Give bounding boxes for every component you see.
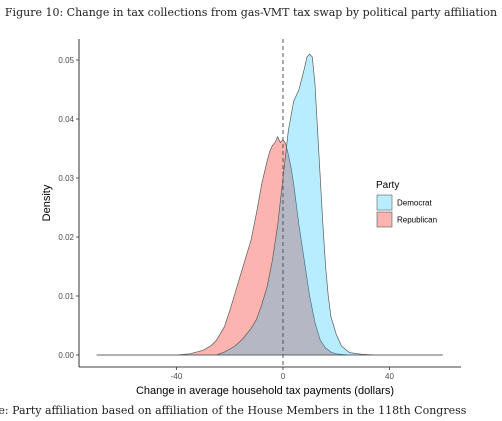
y-tick-label: 0.04 — [58, 115, 74, 124]
y-axis-title: Density — [41, 184, 53, 221]
figure-note: te: Party affiliation based on affiliati… — [0, 404, 467, 417]
series-layer — [96, 53, 443, 356]
legend: Party Democrat Republican — [376, 180, 437, 228]
legend-swatch-republican — [376, 211, 393, 228]
y-tick-label: 0.03 — [58, 174, 74, 183]
legend-items: Democrat Republican — [376, 194, 437, 228]
y-tick-label: 0.05 — [58, 56, 74, 65]
x-tick-label: 40 — [385, 372, 394, 381]
density-area-republican — [96, 135, 443, 356]
y-tick-label: 0.01 — [58, 292, 74, 301]
legend-title: Party — [376, 180, 399, 191]
y-tick-label: 0.02 — [58, 233, 74, 242]
x-tick-label: -40 — [171, 372, 183, 381]
y-tick-label: 0.00 — [58, 351, 74, 360]
y-axis-ticks: 0.00 0.01 0.02 0.03 0.04 0.05 — [58, 56, 79, 360]
x-axis-title: Change in average household tax payments… — [136, 385, 394, 397]
legend-label-republican: Republican — [397, 216, 437, 225]
figure-title: Figure 10: Change in tax collections fro… — [4, 6, 498, 19]
legend-label-democrat: Democrat — [397, 199, 432, 208]
legend-swatch-democrat — [376, 194, 393, 211]
x-tick-label: 0 — [281, 372, 286, 381]
density-area-democrat — [96, 53, 443, 356]
x-axis-ticks: -40 0 40 — [171, 367, 394, 381]
